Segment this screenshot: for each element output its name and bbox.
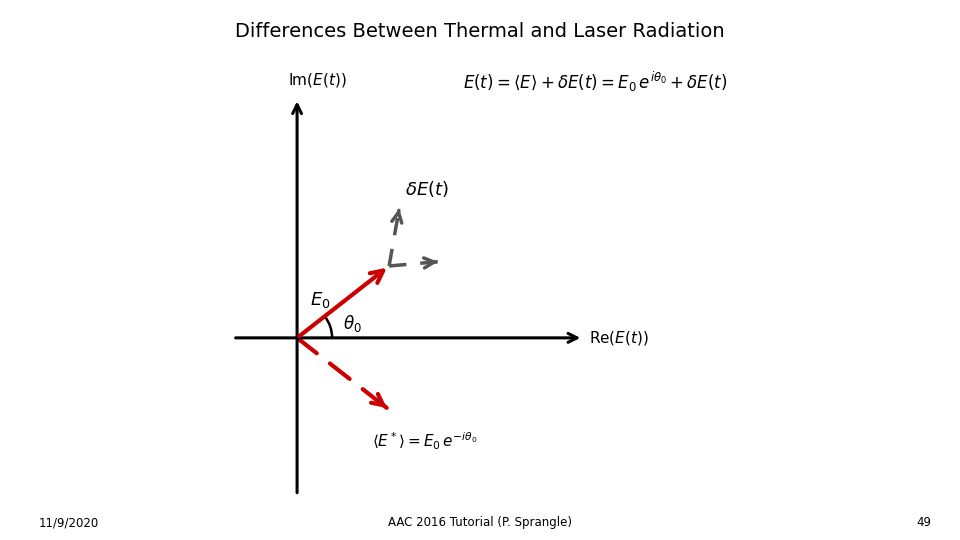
Text: 49: 49 [916, 516, 931, 529]
Text: $\mathrm{Re}(E(t))$: $\mathrm{Re}(E(t))$ [589, 329, 649, 347]
Text: $\left\langle E^*\right\rangle = E_0\, e^{-i\theta_0}$: $\left\langle E^*\right\rangle = E_0\, e… [372, 431, 477, 452]
Text: $E(t) = \langle E\rangle + \delta E(t) = E_0\, e^{i\theta_0} + \delta E(t)$: $E(t) = \langle E\rangle + \delta E(t) =… [463, 70, 728, 94]
Text: 11/9/2020: 11/9/2020 [38, 516, 99, 529]
Text: $\delta E(t)$: $\delta E(t)$ [405, 179, 449, 199]
Text: $\theta_0$: $\theta_0$ [344, 313, 362, 334]
Text: Differences Between Thermal and Laser Radiation: Differences Between Thermal and Laser Ra… [235, 22, 725, 40]
Text: $\mathrm{Im}(E(t))$: $\mathrm{Im}(E(t))$ [288, 71, 347, 89]
Text: AAC 2016 Tutorial (P. Sprangle): AAC 2016 Tutorial (P. Sprangle) [388, 516, 572, 529]
Text: $E_0$: $E_0$ [310, 289, 331, 309]
